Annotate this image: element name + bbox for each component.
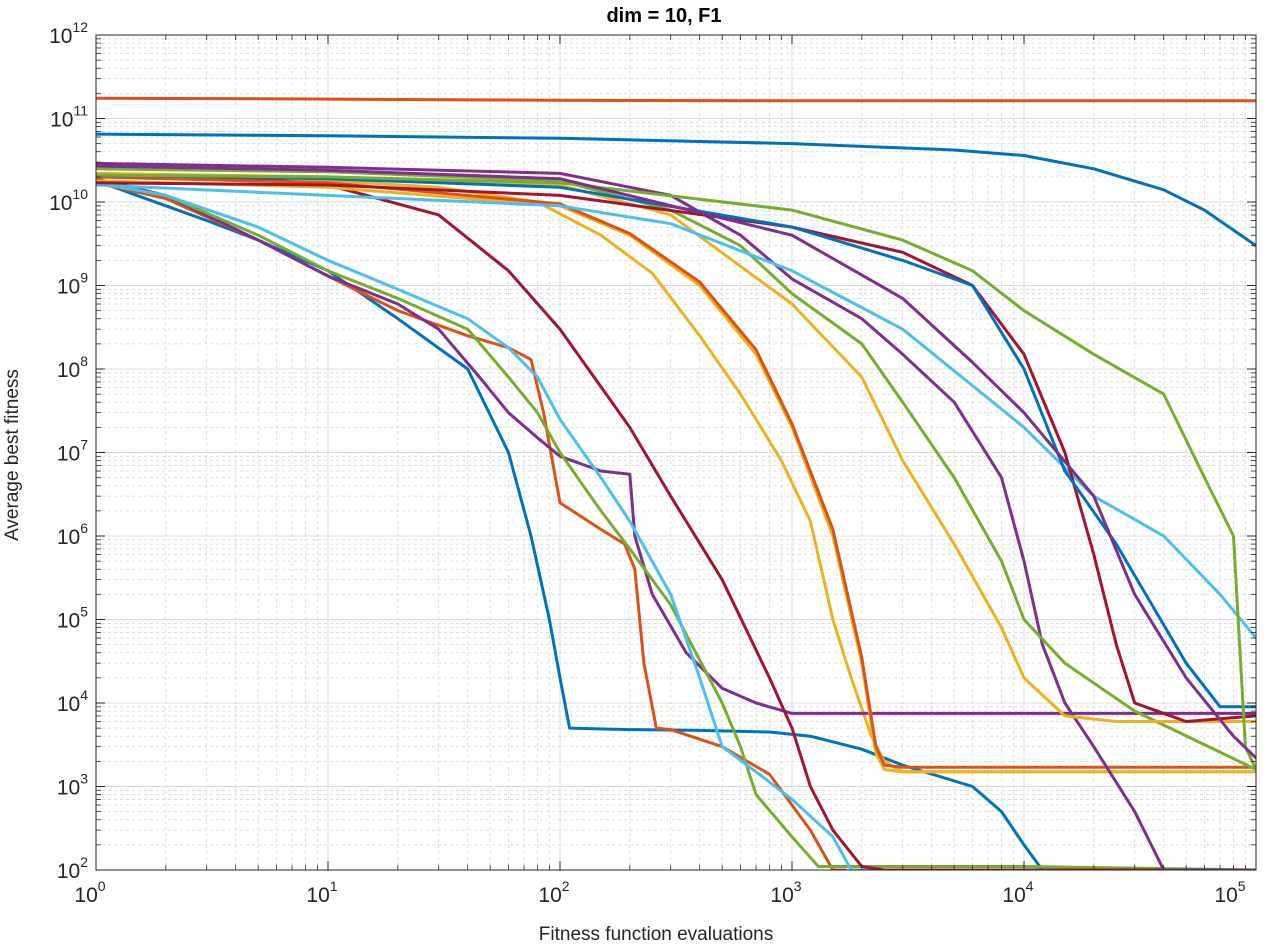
series-line-6: [96, 181, 1256, 870]
x-tick-label: 105: [1214, 878, 1245, 907]
x-tick-label: 102: [538, 878, 569, 907]
x-tick-base: 10: [770, 884, 793, 907]
y-axis-label: Average best fitness: [2, 369, 23, 541]
series-line-5: [96, 181, 1256, 870]
series-line-4: [96, 177, 1256, 715]
x-tick-base: 10: [1002, 884, 1025, 907]
y-tick-base: 10: [49, 192, 72, 215]
y-tick-exponent: 3: [80, 771, 88, 787]
x-tick-base: 10: [538, 884, 561, 907]
y-tick-label: 106: [57, 520, 88, 549]
series-line-9: [96, 96, 1256, 103]
series-line-12: [96, 161, 1256, 870]
y-tick-label: 1012: [49, 19, 88, 48]
series-line-8: [96, 132, 1256, 248]
x-tick-exponent: 4: [1026, 878, 1034, 894]
y-tick-base: 10: [57, 610, 80, 633]
x-tick-label: 100: [74, 878, 105, 907]
y-tick-label: 107: [57, 437, 88, 466]
x-tick-base: 10: [306, 884, 329, 907]
y-tick-base: 10: [57, 693, 80, 716]
x-axis-label: Fitness function evaluations: [539, 924, 773, 945]
series-line-1: [96, 179, 1044, 870]
x-tick-exponent: 1: [330, 878, 338, 894]
y-tick-exponent: 7: [80, 437, 88, 453]
y-tick-exponent: 11: [73, 103, 88, 119]
y-tick-exponent: 4: [80, 687, 88, 703]
x-tick-exponent: 2: [562, 878, 570, 894]
x-tick-exponent: 5: [1238, 878, 1246, 894]
y-tick-base: 10: [57, 860, 80, 883]
series-line-15: [96, 183, 1256, 640]
y-tick-base: 10: [57, 777, 80, 800]
y-tick-exponent: 8: [80, 353, 88, 369]
x-tick-exponent: 0: [98, 878, 106, 894]
series-line-19: [96, 164, 1256, 760]
series-line-16: [96, 181, 1256, 723]
y-tick-base: 10: [57, 526, 80, 549]
y-tick-exponent: 2: [80, 854, 88, 870]
x-tick-label: 101: [306, 878, 337, 907]
y-tick-label: 103: [57, 771, 88, 800]
y-tick-exponent: 10: [72, 186, 88, 202]
axis-ticks: [95, 34, 1257, 871]
series-line-2: [96, 181, 847, 870]
x-tick-label: 103: [770, 878, 801, 907]
y-tick-exponent: 9: [80, 270, 88, 286]
y-tick-base: 10: [50, 109, 73, 132]
series-line-17: [96, 173, 1256, 709]
series-line-10: [96, 179, 1256, 774]
y-tick-label: 109: [57, 270, 88, 299]
series-line-7: [96, 175, 1256, 870]
x-tick-base: 10: [74, 884, 97, 907]
x-tick-base: 10: [1214, 884, 1237, 907]
y-tick-base: 10: [57, 443, 80, 466]
y-tick-label: 104: [57, 687, 88, 716]
x-tick-labels: 100 101 102 103 104 105: [74, 878, 1245, 907]
y-tick-label: 108: [57, 353, 88, 382]
chart-title: dim = 10, F1: [606, 5, 721, 27]
y-tick-base: 10: [57, 276, 80, 299]
y-tick-label: 1011: [50, 103, 88, 132]
y-tick-label: 1010: [49, 186, 88, 215]
y-tick-label: 105: [57, 604, 88, 633]
y-tick-base: 10: [57, 359, 80, 382]
y-tick-exponent: 5: [80, 604, 88, 620]
x-tick-label: 104: [1002, 878, 1033, 907]
y-tick-label: 102: [57, 854, 88, 883]
x-tick-exponent: 3: [794, 878, 802, 894]
y-tick-exponent: 12: [72, 19, 88, 35]
series-group: [96, 96, 1256, 870]
y-tick-base: 10: [49, 25, 72, 48]
y-tick-exponent: 6: [80, 520, 88, 536]
